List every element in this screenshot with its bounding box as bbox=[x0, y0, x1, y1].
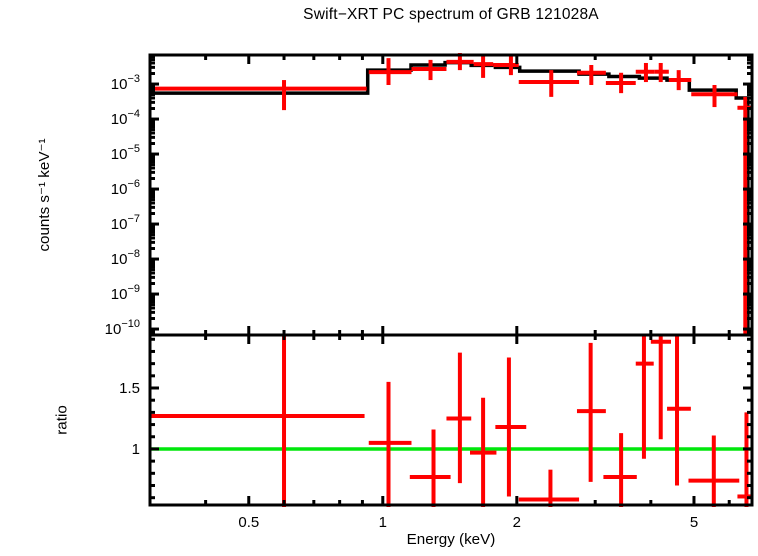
chart-title: Swift−XRT PC spectrum of GRB 121028A bbox=[303, 6, 599, 23]
axis-ticks bbox=[150, 55, 752, 505]
x-axis-label: Energy (keV) bbox=[406, 531, 496, 548]
y-tick-label: 10−4 bbox=[111, 108, 140, 128]
ratio-panel-border bbox=[148, 333, 754, 507]
x-tick-label: 0.5 bbox=[238, 514, 259, 531]
y-tick-label: 10−10 bbox=[105, 318, 140, 338]
x-tick-labels: 0.5 1 2 5 bbox=[238, 514, 698, 531]
x-tick-label: 2 bbox=[513, 514, 521, 531]
ratio-tick-label: 1.5 bbox=[119, 380, 140, 397]
y-tick-label: 10−8 bbox=[111, 248, 140, 268]
ratio-data-points bbox=[150, 334, 752, 507]
spectrum-panel-border bbox=[148, 53, 754, 337]
spectrum-y-tick-labels: 10−3 10−4 10−5 10−6 10−7 10−8 10−9 10−10 bbox=[105, 73, 140, 338]
x-tick-label: 5 bbox=[690, 514, 698, 531]
y-tick-label: 10−3 bbox=[111, 73, 140, 93]
ratio-y-tick-labels: 11.5 bbox=[119, 380, 140, 458]
y-tick-label: 10−7 bbox=[111, 213, 140, 233]
y-tick-label: 10−6 bbox=[111, 178, 140, 198]
model-step-line bbox=[150, 60, 750, 336]
spectrum-data-points bbox=[150, 53, 752, 336]
ratio-tick-label: 1 bbox=[132, 441, 140, 458]
y-tick-label: 10−9 bbox=[111, 283, 140, 303]
x-tick-label: 1 bbox=[379, 514, 387, 531]
y-tick-label: 10−5 bbox=[111, 143, 140, 163]
